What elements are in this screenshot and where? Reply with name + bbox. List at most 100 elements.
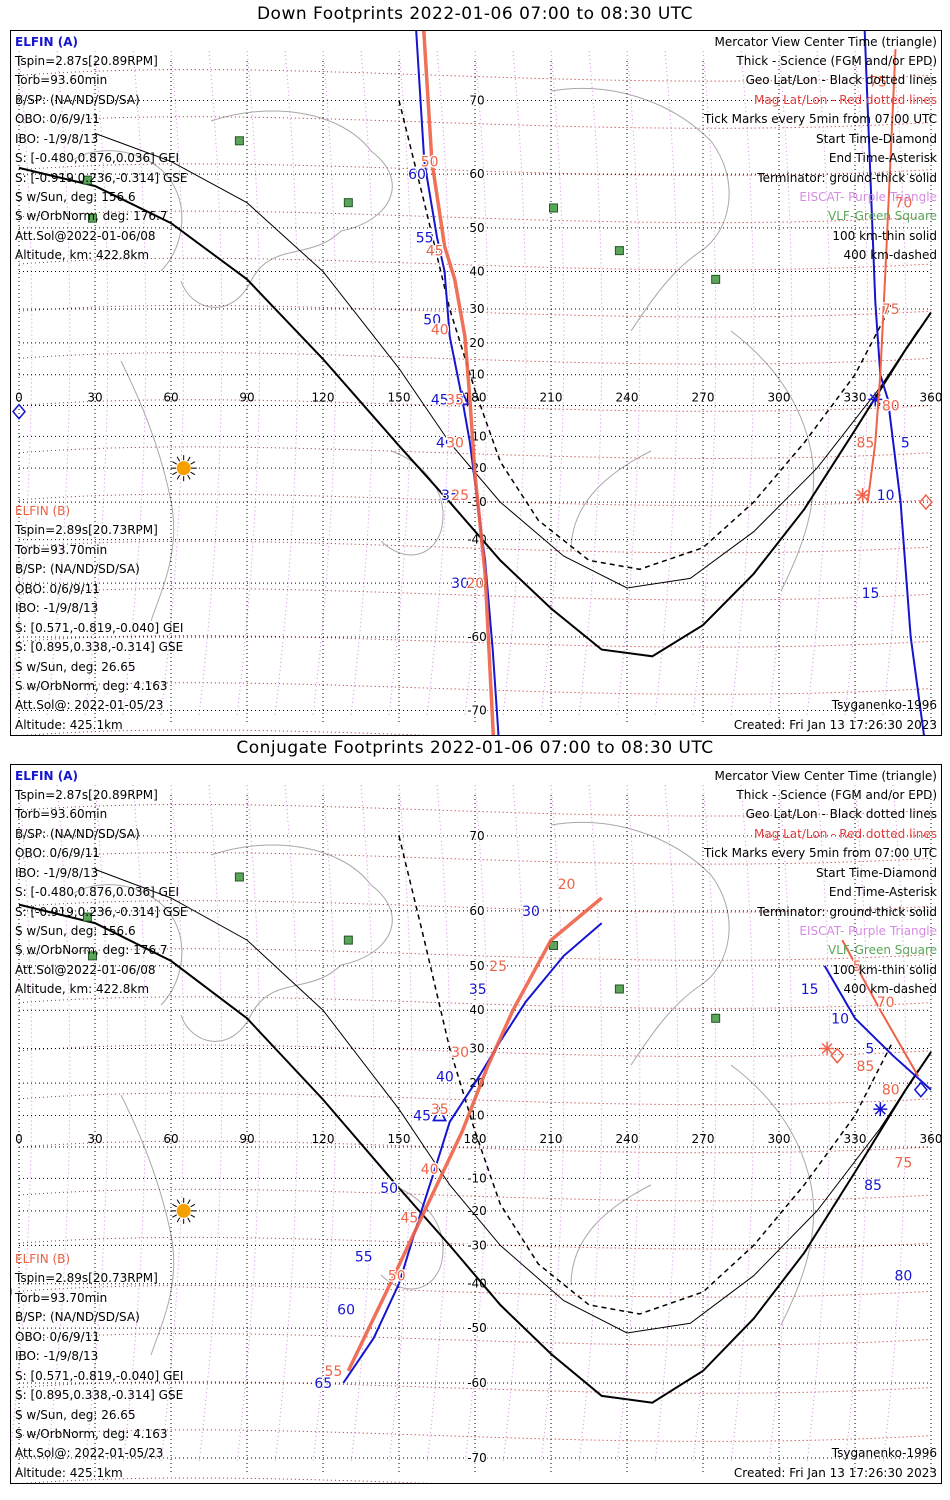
y-tick-label: -70	[467, 1451, 487, 1465]
x-tick-label: 210	[540, 1132, 563, 1146]
terminator-400km	[398, 100, 894, 571]
mag-lon-line	[464, 784, 489, 1464]
legend-line: Terminator: ground-thick solid	[757, 171, 937, 185]
sun-ray	[172, 461, 177, 465]
mag-lon-line	[806, 784, 831, 1464]
coastline	[120, 360, 175, 622]
elfin-b-tick-label: 50	[388, 1269, 406, 1285]
elfin-b-info-line: S: [0.571,-0.819,-0.040] GEI	[15, 1369, 184, 1383]
elfin-a-tick-label: 45	[413, 1109, 431, 1125]
x-tick-label: 360	[920, 1132, 941, 1146]
vlf-square-icon	[87, 213, 97, 223]
mag-lon-line	[388, 784, 413, 1464]
mag-lon-line	[692, 50, 717, 716]
terminator-100km	[94, 868, 919, 1334]
x-tick-label: 150	[388, 1132, 411, 1146]
x-tick-label: 120	[312, 391, 335, 405]
mag-lon-line	[768, 50, 793, 716]
model-name: Tsyganenko-1996	[831, 698, 937, 712]
x-tick-label: 90	[239, 391, 254, 405]
elfin-b-tick-label: 75	[869, 75, 887, 91]
mag-lon-line	[350, 50, 375, 716]
sun-ray	[187, 1217, 191, 1223]
elfin-b-tick-label: 55	[325, 1364, 343, 1380]
elfin-a-info-line: Torb=93.60min	[15, 807, 108, 821]
y-tick-label: 10	[469, 368, 484, 382]
sun-ray	[176, 1217, 181, 1223]
mag-lon-line	[46, 50, 71, 716]
mag-lon-line	[426, 50, 451, 716]
elfin-b-tick-label: 45	[401, 1211, 419, 1227]
elfin-b-tick-label: 85	[857, 1059, 875, 1075]
legend-line: EISCAT- Purple Triangle	[799, 924, 937, 938]
elfin-b-tick-label: 70	[877, 995, 895, 1011]
coastline	[380, 1184, 444, 1290]
elfin-b-info-line: B/SP: (NA/ND/SD/SA)	[15, 562, 140, 576]
elfin-b-info-line: Tspin=2.89s[20.73RPM]	[15, 523, 158, 537]
x-tick-label: 180	[464, 1132, 487, 1146]
elfin-a-info-line: B/SP: (NA/ND/SD/SA)	[15, 93, 140, 107]
legend-line: 400 km-dashed	[843, 248, 937, 262]
mag-lon-line	[502, 50, 527, 716]
sun-ray	[187, 474, 191, 480]
mag-lon-line	[160, 784, 185, 1464]
elfin-b-tick-label: 5	[853, 959, 862, 975]
elfin-b-tick-label: 30	[446, 436, 464, 452]
elfin-a-tick-label: 50	[423, 312, 441, 328]
mag-lon-line	[844, 50, 869, 716]
end-asterisk-icon	[868, 392, 883, 407]
y-tick-label: 20	[469, 336, 484, 350]
y-tick-label: 50	[469, 221, 484, 235]
elfin-a-info-line: S w/OrbNorm, deg: 176.7	[15, 943, 168, 957]
sun-ray	[176, 456, 181, 462]
mag-lon-line	[730, 784, 755, 1464]
sun-icon	[170, 455, 197, 482]
mag-lon-line	[882, 50, 907, 716]
legend-line: End Time-Asterisk	[828, 151, 937, 165]
elfin-a-tick-label: 30	[522, 904, 540, 920]
sun-ray	[187, 1199, 191, 1205]
elfin-a-tick-label: 60	[337, 1302, 355, 1318]
x-tick-label: 330	[844, 391, 867, 405]
mag-lon-line	[84, 50, 109, 716]
mag-lon-line	[464, 50, 489, 716]
elfin-b-track	[346, 896, 603, 1372]
x-tick-label: 30	[87, 1132, 102, 1146]
elfin-b-info-line: Att.Sol@: 2022-01-05/23	[15, 698, 164, 712]
sun-icon	[170, 1197, 197, 1224]
elfin-a-info-line: S: [-0.480,0.876,0.036] GEI	[15, 151, 180, 165]
mag-lon-line	[768, 784, 793, 1464]
sun-ray	[187, 456, 191, 462]
legend-line: 400 km-dashed	[843, 982, 937, 996]
legend-line: Mag Lat/Lon - Red dotted lines	[753, 93, 937, 107]
elfin-a-info-line: Tspin=2.87s[20.89RPM]	[15, 54, 158, 68]
mag-lon-line	[122, 50, 147, 716]
mag-lon-line	[502, 784, 527, 1464]
legend-line: Mercator View Center Time (triangle)	[714, 769, 937, 783]
coastline	[550, 88, 730, 332]
elfin-a-info-line: S w/OrbNorm, deg: 176.7	[15, 209, 168, 223]
mag-lon-line	[312, 50, 337, 716]
mag-lon-line	[46, 784, 71, 1464]
coastline	[120, 1094, 175, 1356]
y-tick-label: 30	[469, 302, 484, 316]
down-footprints-panel: 0 30 60 90 120 150 180 210 240 270 300 330 360 -70 -60…	[10, 30, 942, 736]
elfin-b-tick-label: 25	[451, 488, 469, 504]
legend-line: End Time-Asterisk	[828, 885, 937, 899]
vlf-square-icon	[82, 912, 92, 922]
y-tick-label: -20	[467, 1204, 487, 1218]
mag-lon-line	[654, 784, 679, 1464]
elfin-a-info-line: Altitude, km: 422.8km	[15, 982, 150, 996]
mag-lon-line	[540, 784, 565, 1464]
vlf-square-icon	[614, 984, 624, 994]
sun-disc	[176, 1203, 191, 1218]
elfin-b-track-pass2	[841, 939, 920, 1077]
coastline	[180, 844, 393, 1042]
coastline	[730, 330, 815, 592]
elfin-b-tick-label: 25	[489, 959, 507, 975]
legend-line: Start Time-Diamond	[815, 132, 937, 146]
y-tick-label: -50	[467, 576, 487, 590]
mag-lon-line	[274, 50, 299, 716]
elfin-b-track	[422, 31, 496, 735]
elfin-b-info-line: IBO: -1/9/8/13	[15, 601, 99, 615]
